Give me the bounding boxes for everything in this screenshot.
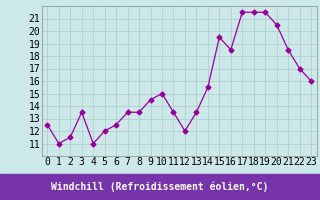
Text: Windchill (Refroidissement éolien,°C): Windchill (Refroidissement éolien,°C): [51, 182, 269, 192]
